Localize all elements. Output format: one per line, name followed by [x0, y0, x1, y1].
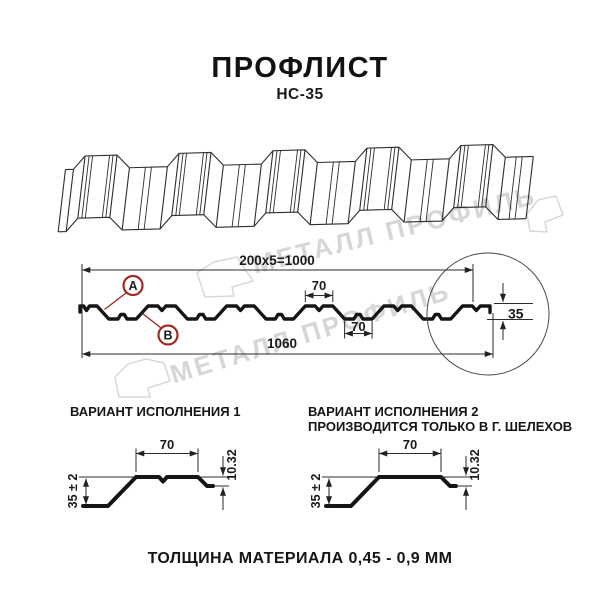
- callout-a-circle: [122, 274, 144, 297]
- variant2-drawing: 35 ± 2 70 10.32: [309, 437, 482, 510]
- callout-b: B: [142, 312, 179, 346]
- page-title: ПРОФЛИСТ: [211, 52, 389, 84]
- callout-b-circle: [157, 324, 179, 346]
- variant1-heading: ВАРИАНТ ИСПОЛНЕНИЯ 1: [70, 404, 241, 419]
- callout-a: A: [104, 274, 144, 311]
- v2-dim-crest-label: 70: [403, 437, 417, 452]
- v1-dim-crest-label: 70: [160, 437, 174, 452]
- dim-valley-width-label: 70: [351, 319, 365, 334]
- detail-zoom-circle: [426, 252, 550, 376]
- variant2-heading: ВАРИАНТ ИСПОЛНЕНИЯ 2 ПРОИЗВОДИТСЯ ТОЛЬКО…: [308, 404, 572, 434]
- profile-cross-section: [78, 304, 492, 321]
- v2-dim-edge-label: 10.32: [468, 449, 482, 480]
- callout-b-label: B: [163, 329, 172, 343]
- dim-height-label: 35: [508, 306, 524, 322]
- v1-dim-height-label: 35 ± 2: [66, 474, 80, 509]
- profile-code: НС-35: [276, 86, 324, 103]
- dim-overall-width-label: 1060: [267, 336, 297, 351]
- callout-a-label: A: [128, 279, 137, 293]
- logo-mark-icon: [196, 256, 255, 298]
- variant1-drawing: 35 ± 2 70 10.32: [66, 437, 239, 510]
- logo-mark-icon: [526, 195, 564, 233]
- dim-top-total-label: 200x5=1000: [239, 253, 314, 268]
- variant2-heading-line1: ВАРИАНТ ИСПОЛНЕНИЯ 2: [308, 404, 479, 419]
- watermark-logo-marks: [114, 195, 564, 398]
- corrugated-sheet-3d-view: [57, 144, 534, 233]
- logo-mark-icon: [114, 358, 171, 398]
- v1-dim-edge-label: 10.32: [225, 449, 239, 480]
- dim-crest-width-label: 70: [312, 278, 326, 293]
- variant2-heading-line2: ПРОИЗВОДИТСЯ ТОЛЬКО В Г. ШЕЛЕХОВ: [308, 419, 573, 434]
- material-thickness-note: ТОЛЩИНА МАТЕРИАЛА 0,45 - 0,9 ММ: [147, 550, 453, 567]
- dimension-lines: [81, 264, 533, 358]
- v2-dim-height-label: 35 ± 2: [309, 474, 323, 509]
